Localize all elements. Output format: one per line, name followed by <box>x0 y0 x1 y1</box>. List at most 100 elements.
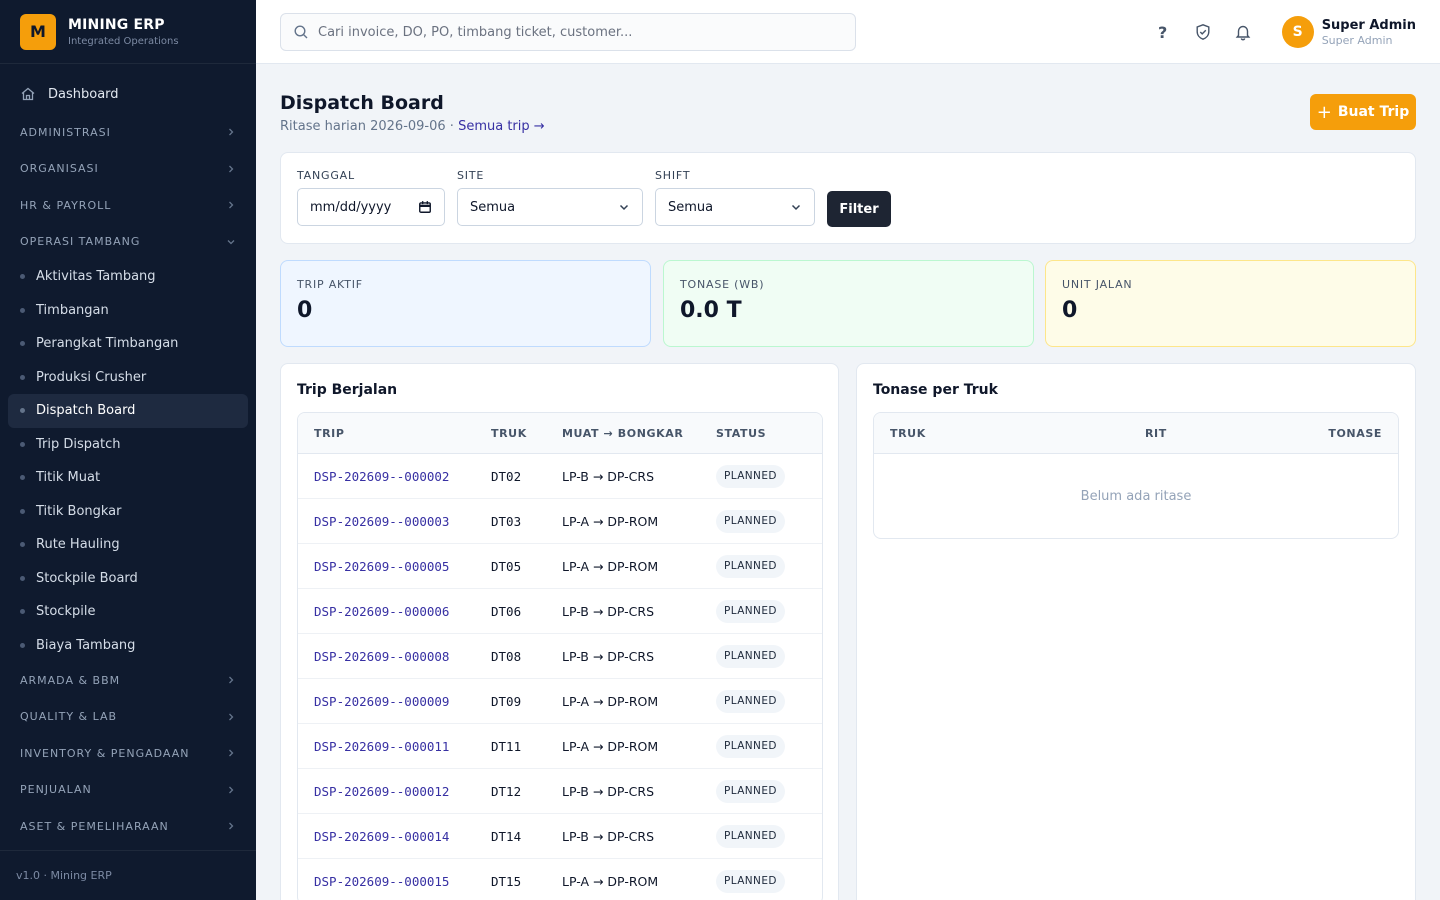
table-row[interactable]: DSP-202609--000006 DT06 LP-B → DP-CRS PLANN… <box>298 589 822 634</box>
table-row[interactable]: DSP-202609--000011 DT11 LP-A → DP-ROM PLANN… <box>298 724 822 769</box>
route-cell: LP-A → DP-ROM <box>562 873 659 889</box>
trip-link[interactable]: DSP-202609--000011 <box>314 738 450 754</box>
sidebar-group[interactable]: QUALITY & LAB <box>0 699 256 736</box>
route-cell: LP-B → DP-CRS <box>562 648 655 664</box>
sidebar-group[interactable]: HR & PAYROLL <box>0 187 256 224</box>
sidebar-item[interactable]: Perangkat Timbangan <box>8 327 248 361</box>
shield-check-icon[interactable] <box>1192 21 1214 43</box>
table-row[interactable]: DSP-202609--000002 DT02 LP-B → DP-CRS PLANN… <box>298 454 822 499</box>
sidebar-group-label: ADMINISTRASI <box>20 125 111 139</box>
table-row[interactable]: DSP-202609--000014 DT14 LP-B → DP-CRS PLANN… <box>298 814 822 859</box>
col-header-trip[interactable]: TRIP <box>314 426 345 440</box>
trip-link[interactable]: DSP-202609--000008 <box>314 648 450 664</box>
date-input[interactable]: mm/dd/yyyy <box>297 188 445 226</box>
chevron-down-icon <box>227 239 235 245</box>
bullet-icon <box>20 274 25 280</box>
sidebar-group[interactable]: ORGANISASI <box>0 151 256 188</box>
table-row[interactable]: DSP-202609--000009 DT09 LP-A → DP-ROM PLANN… <box>298 679 822 724</box>
trip-link[interactable]: DSP-202609--000012 <box>314 783 450 799</box>
sidebar-group-label: HR & PAYROLL <box>20 198 112 212</box>
sidebar-group[interactable]: ARMADA & BBM <box>0 662 256 699</box>
trip-link[interactable]: DSP-202609--000006 <box>314 603 450 619</box>
col-header-truck[interactable]: TRUK <box>491 426 527 440</box>
sidebar-group[interactable]: ADMINISTRASI <box>0 114 256 151</box>
table-row[interactable]: DSP-202609--000012 DT12 LP-B → DP-CRS PLANN… <box>298 769 822 814</box>
all-trips-link[interactable]: Semua trip → <box>458 119 545 134</box>
bullet-icon <box>20 307 25 313</box>
table-header: TRUK RIT TONASE <box>874 413 1398 454</box>
brand[interactable]: M MINING ERP Integrated Operations <box>0 0 256 64</box>
kpi-label: TONASE (WB) <box>680 278 765 291</box>
sidebar-item[interactable]: Timbangan <box>8 294 248 328</box>
bullet-icon <box>20 542 25 548</box>
truck-cell: DT09 <box>491 693 522 709</box>
trip-link[interactable]: DSP-202609--000009 <box>314 693 450 709</box>
bell-icon[interactable] <box>1232 21 1254 43</box>
search-input[interactable] <box>318 24 838 40</box>
user-role: Super Admin <box>1321 33 1393 47</box>
sidebar-group[interactable]: PENJUALAN <box>0 772 256 809</box>
sidebar-group[interactable]: INVENTORY & PENGADAAN <box>0 735 256 772</box>
sidebar-item[interactable]: Dispatch Board <box>8 394 248 428</box>
sidebar-item-label: Aktivitas Tambang <box>36 269 156 285</box>
sidebar-item[interactable]: Biaya Tambang <box>8 629 248 663</box>
sidebar-item[interactable]: Titik Bongkar <box>8 495 248 529</box>
table-row[interactable]: DSP-202609--000005 DT05 LP-A → DP-ROM PLANN… <box>298 544 822 589</box>
chevron-down-icon <box>619 204 629 211</box>
trips-table: TRIP TRUK MUAT → BONGKAR STATUS DSP-2026… <box>297 412 823 900</box>
sidebar-item[interactable]: Titik Muat <box>8 461 248 495</box>
site-select[interactable]: Semua <box>457 188 643 226</box>
route-cell: LP-B → DP-CRS <box>562 783 655 799</box>
chevron-down-icon <box>791 204 801 211</box>
trip-link[interactable]: DSP-202609--000005 <box>314 558 450 574</box>
trips-card: Trip Berjalan TRIP TRUK MUAT → BONGKAR S… <box>280 363 839 900</box>
chevron-right-icon <box>229 165 234 173</box>
sidebar-item[interactable]: Stockpile Board <box>8 562 248 596</box>
truck-cell: DT03 <box>491 513 522 529</box>
avatar[interactable]: S <box>1281 16 1314 48</box>
calendar-icon[interactable] <box>418 200 432 214</box>
sidebar-item[interactable]: Stockpile <box>8 595 248 629</box>
table-row[interactable]: DSP-202609--000015 DT15 LP-A → DP-ROM PLANN… <box>298 859 822 900</box>
create-trip-label: Buat Trip <box>1337 104 1410 120</box>
sidebar-group-label: ASET & PEMELIHARAAN <box>20 819 169 833</box>
table-header: TRIP TRUK MUAT → BONGKAR STATUS <box>298 413 822 454</box>
sidebar-item-label: Stockpile <box>36 604 96 620</box>
sidebar-group[interactable]: ASET & PEMELIHARAAN <box>0 808 256 845</box>
create-trip-button[interactable]: + Buat Trip <box>1310 94 1416 130</box>
col-header-truck[interactable]: TRUK <box>890 426 926 440</box>
table-row[interactable]: DSP-202609--000008 DT08 LP-B → DP-CRS PLANN… <box>298 634 822 679</box>
filter-button[interactable]: Filter <box>827 191 891 227</box>
sidebar-item[interactable]: Produksi Crusher <box>8 361 248 395</box>
shift-select[interactable]: Semua <box>655 188 815 226</box>
truck-cell: DT15 <box>491 873 522 889</box>
col-header-status[interactable]: STATUS <box>716 426 767 440</box>
search-box[interactable] <box>280 13 856 51</box>
shift-filter: SHIFT Semua <box>655 169 815 226</box>
bullet-icon <box>20 609 25 615</box>
filter-card: TANGGAL mm/dd/yyyy SITE Semua SHIFT Semu… <box>280 152 1416 244</box>
sidebar-item[interactable]: Aktivitas Tambang <box>8 260 248 294</box>
sidebar-group-label: QUALITY & LAB <box>20 710 118 724</box>
sidebar-item-label: Timbangan <box>36 302 109 318</box>
help-icon[interactable]: ? <box>1158 22 1168 42</box>
sidebar-item-dashboard[interactable]: Dashboard <box>0 76 256 112</box>
truck-cell: DT05 <box>491 558 522 574</box>
col-header-route[interactable]: MUAT → BONGKAR <box>562 426 684 440</box>
sidebar-item[interactable]: Trip Dispatch <box>8 428 248 462</box>
col-header-tonase[interactable]: TONASE <box>1328 426 1382 440</box>
trip-link[interactable]: DSP-202609--000002 <box>314 468 450 484</box>
trip-link[interactable]: DSP-202609--000014 <box>314 828 450 844</box>
trip-link[interactable]: DSP-202609--000015 <box>314 873 450 889</box>
table-row[interactable]: DSP-202609--000003 DT03 LP-A → DP-ROM PLANN… <box>298 499 822 544</box>
page-title: Dispatch Board <box>280 92 444 114</box>
col-header-rit[interactable]: RIT <box>1144 426 1167 440</box>
trip-link[interactable]: DSP-202609--000003 <box>314 513 450 529</box>
truck-cell: DT11 <box>491 738 522 754</box>
sidebar-item[interactable]: Rute Hauling <box>8 528 248 562</box>
sidebar-group-operasi-tambang[interactable]: OPERASI TAMBANG <box>0 224 256 261</box>
user-menu[interactable]: Super Admin Super Admin <box>1322 18 1416 47</box>
route-cell: LP-B → DP-CRS <box>562 828 655 844</box>
status-badge: PLANNED <box>716 644 785 668</box>
chevron-right-icon <box>229 822 234 830</box>
